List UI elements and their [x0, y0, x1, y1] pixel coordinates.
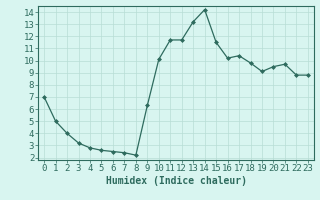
X-axis label: Humidex (Indice chaleur): Humidex (Indice chaleur) [106, 176, 246, 186]
